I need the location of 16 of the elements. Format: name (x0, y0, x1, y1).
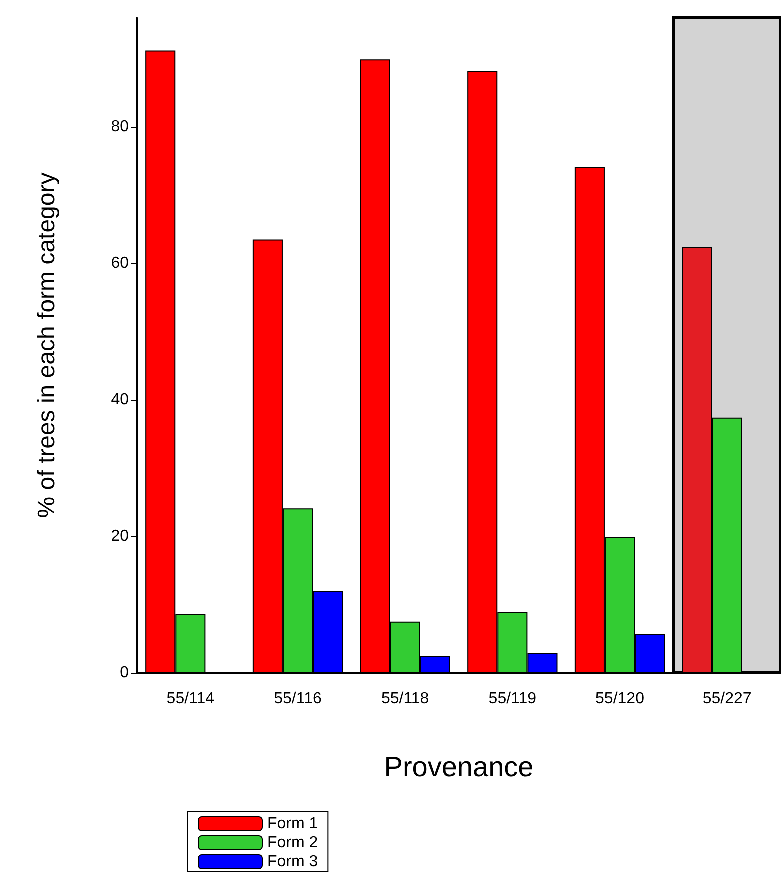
legend-label: Form 2 (268, 834, 318, 852)
x-axis-title: Provenance (384, 752, 534, 782)
legend-label: Form 1 (268, 816, 318, 832)
y-tick-label: 0 (120, 664, 130, 682)
x-tick-label: 55/114 (166, 690, 215, 708)
y-tick-label: 80 (111, 118, 130, 136)
x-tick-label: 55/120 (596, 690, 645, 708)
y-tick-label: 60 (111, 255, 130, 272)
x-tick-label: 55/119 (488, 690, 537, 708)
y-tick-label: 20 (111, 528, 130, 546)
y-tick-label: 40 (111, 392, 130, 409)
legend-label: Form 3 (268, 854, 318, 870)
x-tick-label: 55/227 (702, 690, 752, 708)
y-axis-title: % of trees in each form category (34, 172, 60, 518)
x-tick-label: 55/116 (274, 690, 322, 708)
x-tick-label: 55/118 (381, 690, 430, 708)
